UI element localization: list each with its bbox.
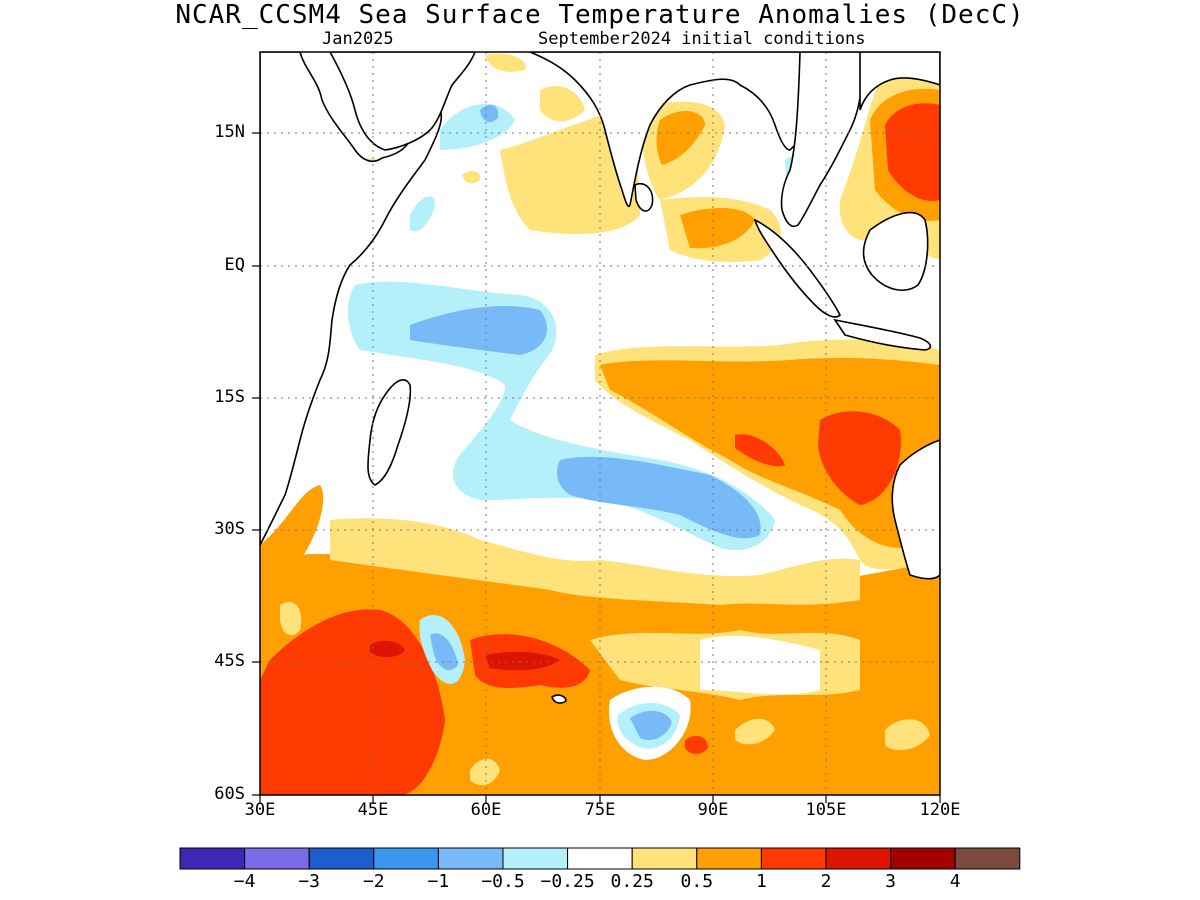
anomaly-patch xyxy=(260,609,445,795)
anomaly-patch xyxy=(500,110,640,235)
anomaly-patch xyxy=(885,719,930,751)
china-coast xyxy=(859,52,940,111)
colorbar-swatch xyxy=(567,847,633,870)
colorbar-swatch xyxy=(502,847,569,870)
anomaly-patch xyxy=(818,411,901,505)
colorbar-swatch xyxy=(631,847,698,870)
lon-label-75e: 75E xyxy=(584,800,616,820)
lat-label-eq: EQ xyxy=(224,255,245,275)
anomaly-field xyxy=(260,53,940,795)
colorbar xyxy=(179,847,1021,870)
anomaly-patch xyxy=(370,640,405,658)
lat-label-30s: 30S xyxy=(214,519,245,539)
anomaly-patch xyxy=(470,758,500,786)
anomaly-patch xyxy=(485,53,526,72)
colorbar-tick-label: −4 xyxy=(233,871,256,892)
lon-label-60e: 60E xyxy=(470,800,502,820)
lon-label-45e: 45E xyxy=(357,800,389,820)
anomaly-patch xyxy=(540,86,585,122)
colorbar-swatch xyxy=(954,847,1021,870)
colorbar-tick-label: −1 xyxy=(427,871,450,892)
lat-label-15n: 15N xyxy=(214,122,245,142)
anomaly-patch xyxy=(410,196,435,232)
anomaly-patch xyxy=(410,305,548,355)
anomaly-patch xyxy=(630,710,672,741)
borneo xyxy=(862,211,929,291)
anomaly-patch xyxy=(885,103,940,201)
lon-label-30e: 30E xyxy=(244,800,276,820)
anomaly-patch xyxy=(260,485,324,570)
anomaly-patch xyxy=(700,635,820,695)
colorbar-tick-label: 0.25 xyxy=(610,871,654,892)
colorbar-tick-label: 3 xyxy=(885,871,897,892)
sri-lanka xyxy=(634,183,654,212)
landmasses xyxy=(260,52,940,704)
initial-conditions-label: September2024 initial conditions xyxy=(538,29,866,49)
colorbar-tick-label: −0.25 xyxy=(540,871,595,892)
lat-label-45s: 45S xyxy=(214,651,245,671)
anomaly-patch xyxy=(557,456,761,539)
anomaly-patch xyxy=(280,601,302,636)
madagascar xyxy=(367,379,412,486)
valid-month-label: Jan2025 xyxy=(322,29,394,49)
colorbar-tick-label: −2 xyxy=(362,871,385,892)
grid-lines xyxy=(260,52,940,795)
colorbar-swatch xyxy=(244,847,310,870)
colorbar-swatch xyxy=(179,847,246,870)
colorbar-swatch xyxy=(825,847,892,870)
anomaly-patch xyxy=(462,170,481,184)
indochina-coast xyxy=(780,52,863,228)
kerguelen xyxy=(551,694,567,704)
lon-label-90e: 90E xyxy=(697,800,729,820)
colorbar-tick-label: −0.5 xyxy=(481,871,525,892)
colorbar-tick-label: 0.5 xyxy=(680,871,714,892)
axis-ticks xyxy=(252,132,941,803)
lat-label-15s: 15S xyxy=(214,387,245,407)
anomaly-patch xyxy=(735,718,775,745)
anomaly-patch xyxy=(330,518,860,605)
sumatra xyxy=(753,218,841,318)
anomaly-patch xyxy=(440,103,515,150)
anomaly-patch xyxy=(480,104,499,123)
anomaly-patch xyxy=(735,434,785,467)
chart-title: NCAR_CCSM4 Sea Surface Temperature Anoma… xyxy=(175,0,1025,30)
arabia-coast xyxy=(329,52,476,151)
lon-label-120e: 120E xyxy=(919,800,961,820)
colorbar-tick-label: 1 xyxy=(755,871,767,892)
australia-coast xyxy=(891,439,940,580)
java xyxy=(833,318,932,351)
colorbar-tick-label: 4 xyxy=(949,871,961,892)
colorbar-tick-label: 2 xyxy=(820,871,832,892)
colorbar-swatch xyxy=(696,847,762,870)
anomaly-patch xyxy=(680,208,755,249)
colorbar-tick-label: −3 xyxy=(298,871,321,892)
lat-label-60s: 60S xyxy=(214,784,245,804)
colorbar-swatch xyxy=(308,847,375,870)
colorbar-swatch xyxy=(373,847,439,870)
colorbar-swatch xyxy=(760,847,827,870)
africa-coast xyxy=(260,52,443,546)
colorbar-swatch xyxy=(437,847,504,870)
anomaly-patch xyxy=(656,110,705,165)
lon-label-105e: 105E xyxy=(805,800,847,820)
anomaly-patch xyxy=(485,651,560,671)
colorbar-swatch xyxy=(890,847,956,870)
anomaly-patch xyxy=(430,633,458,671)
anomaly-patch xyxy=(685,735,708,754)
